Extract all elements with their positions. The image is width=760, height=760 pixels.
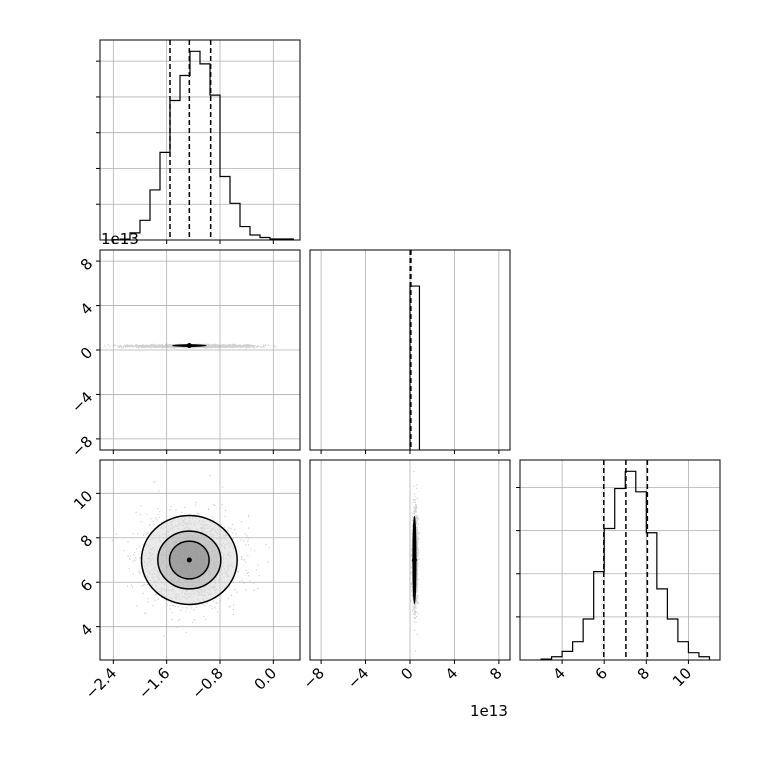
histogram-step-line <box>119 50 294 240</box>
x-tick-label: 8 <box>486 664 505 683</box>
x-tick-label: −0.8 <box>188 664 226 702</box>
panel-frame <box>519 459 721 661</box>
panel-frame <box>99 249 301 451</box>
histogram-bar <box>657 589 668 660</box>
histogram-bar <box>220 177 230 240</box>
y-tick-label: 8 <box>77 255 96 274</box>
histogram-bar <box>170 101 180 240</box>
histogram-bar <box>190 51 200 240</box>
histogram-bar <box>688 653 699 660</box>
panel-plot-area <box>520 460 720 660</box>
panel-p20: 4 6 8 10 −2.4 −1.6 −0.8 0.0 <box>70 459 301 703</box>
histogram-bar <box>604 528 615 660</box>
histogram-bar <box>615 489 626 660</box>
y-tick-label: 6 <box>77 576 96 595</box>
panel-frame <box>309 459 511 661</box>
y-tick-label: 4 <box>77 620 96 639</box>
x-tick-label: 6 <box>592 664 611 683</box>
panel-frame <box>99 459 301 661</box>
contour-line <box>140 514 238 606</box>
x-tick-label: 10 <box>669 664 695 690</box>
x-tick-label: −1.6 <box>135 664 173 702</box>
panel-frame <box>309 249 511 451</box>
x-tick-label: 0 <box>397 664 416 683</box>
offset-label-top: 1e13 <box>101 230 139 248</box>
histogram-bar <box>583 619 594 660</box>
panel-p21: −8 −4 0 4 8 <box>300 459 511 692</box>
panel-p22: 4 6 8 10 <box>516 459 721 690</box>
histogram-bar <box>160 152 170 240</box>
histogram-bar <box>636 492 647 660</box>
panel-frame <box>99 39 301 241</box>
histogram-bar <box>240 227 250 240</box>
x-tick-label: −4 <box>344 664 372 692</box>
panel-p00 <box>96 39 301 244</box>
x-tick-label: 0.0 <box>251 664 281 694</box>
histogram-bar <box>200 64 210 240</box>
histogram-step-line <box>409 285 421 450</box>
y-tick-label: 4 <box>77 299 96 318</box>
panel-plot-area <box>320 250 500 450</box>
x-tick-label: −8 <box>300 664 328 692</box>
density-peak <box>186 343 192 349</box>
panel-p10: −8 −4 0 4 8 <box>68 249 301 461</box>
panel-p11 <box>309 249 511 454</box>
histogram-bar <box>625 471 636 660</box>
x-tick-label: 4 <box>442 664 461 683</box>
histogram-bar <box>594 572 605 660</box>
contour-line <box>168 540 210 580</box>
histogram-bar <box>250 235 260 240</box>
x-tick-label: 4 <box>549 664 568 683</box>
offset-label-bottom: 1e13 <box>470 702 508 720</box>
histogram-bar <box>562 651 573 660</box>
y-tick-label: 0 <box>77 344 96 363</box>
panel-plot-area <box>320 460 500 660</box>
y-tick-label: 10 <box>70 487 96 513</box>
y-tick-label: −8 <box>68 433 96 461</box>
histogram-bar <box>678 642 689 660</box>
panel-plot-area <box>100 460 300 660</box>
panel-plot-area <box>100 250 300 450</box>
contour-line <box>157 530 222 590</box>
histogram-bar <box>210 95 220 240</box>
density-peak <box>411 557 417 563</box>
histogram-bar <box>150 190 160 240</box>
histogram-bar <box>230 203 240 240</box>
y-tick-label: −4 <box>68 388 96 416</box>
histogram-bar <box>667 619 678 660</box>
y-tick-label: 8 <box>77 531 96 550</box>
histogram-bar <box>573 642 584 660</box>
panel-plot-area <box>100 40 300 240</box>
x-tick-label: −2.4 <box>82 664 120 702</box>
x-tick-label: 8 <box>634 664 653 683</box>
density-peak <box>186 557 192 563</box>
histogram-bar <box>180 75 190 240</box>
histogram-bar <box>140 220 150 240</box>
